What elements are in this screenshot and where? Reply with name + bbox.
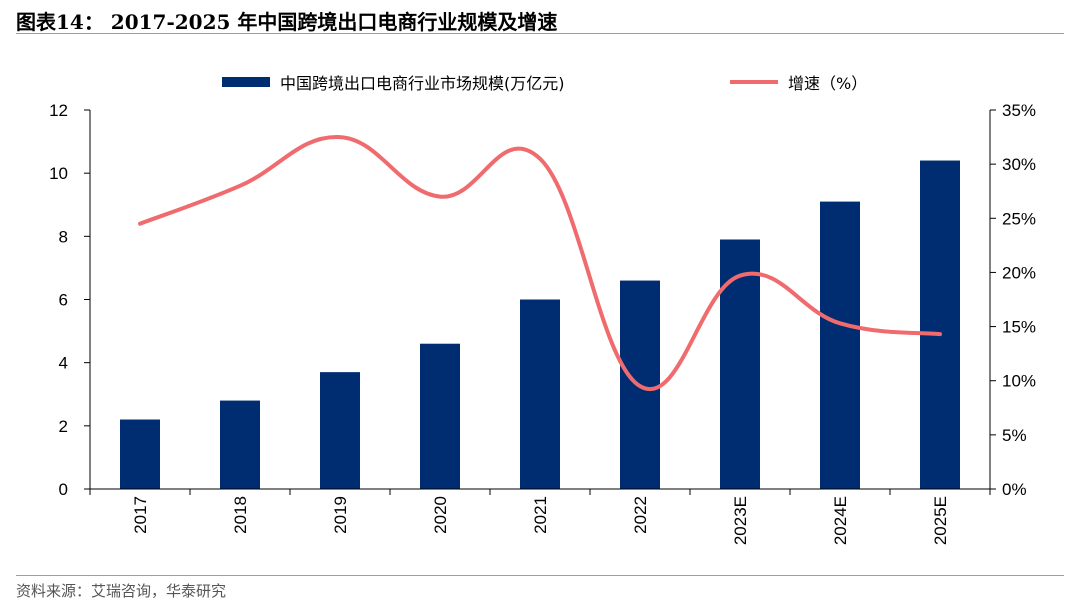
x-tick-label-2025E: 2025E xyxy=(931,496,950,545)
x-tick-label-2017: 2017 xyxy=(131,496,150,534)
y-left-tick-label: 6 xyxy=(59,291,68,310)
footer-divider xyxy=(16,575,1064,576)
figure-title: 图表14： 2017-2025 年中国跨境出口电商行业规模及增速 xyxy=(16,10,558,34)
x-tick-label-2020: 2020 xyxy=(431,496,450,534)
bar-2023E xyxy=(720,239,760,489)
growth-rate-line xyxy=(138,135,942,391)
y-right-tick-label: 35% xyxy=(1002,101,1036,120)
y-right-tick-label: 0% xyxy=(1002,480,1027,499)
bar-2021 xyxy=(520,299,560,489)
bar-2024E xyxy=(820,201,860,489)
legend-label-line: 增速（%） xyxy=(788,74,867,93)
bar-2017 xyxy=(120,419,160,489)
title-divider xyxy=(16,33,1064,34)
combo-chart: 0 2 4 6 8 10 12 0% 5% 10% 15% 20% 25% 30% 35% 2017 2018 2… xyxy=(49,74,1036,545)
x-tick-label-2023E: 2023E xyxy=(731,496,750,545)
y-left-tick-label: 0 xyxy=(59,480,68,499)
x-tick-label-2022: 2022 xyxy=(631,496,650,534)
y-right-tick-label: 25% xyxy=(1002,209,1036,228)
y-left-tick-label: 2 xyxy=(59,417,68,436)
y-left-tick-label: 8 xyxy=(59,227,68,246)
legend-label-bar: 中国跨境出口电商行业市场规模(万亿元) xyxy=(280,74,565,93)
bar-2020 xyxy=(420,343,460,489)
legend-swatch-bar xyxy=(222,77,270,87)
bar-2018 xyxy=(220,400,260,489)
x-tick-label-2021: 2021 xyxy=(531,496,550,534)
y-left-tick-label: 12 xyxy=(49,101,68,120)
x-tick-label-2019: 2019 xyxy=(331,496,350,534)
y-left-tick-label: 4 xyxy=(59,354,68,373)
y-right-tick-label: 30% xyxy=(1002,155,1036,174)
y-right-tick-label: 20% xyxy=(1002,263,1036,282)
y-left-tick-label: 10 xyxy=(49,164,68,183)
y-right-tick-label: 10% xyxy=(1002,372,1036,391)
source-note: 资料来源：艾瑞咨询，华泰研究 xyxy=(16,582,227,600)
y-right-tick-label: 5% xyxy=(1002,426,1027,445)
x-tick-label-2018: 2018 xyxy=(231,496,250,534)
x-tick-label-2024E: 2024E xyxy=(831,496,850,545)
bar-2025E xyxy=(920,160,960,490)
y-right-tick-label: 15% xyxy=(1002,318,1036,337)
bar-2019 xyxy=(320,372,360,489)
